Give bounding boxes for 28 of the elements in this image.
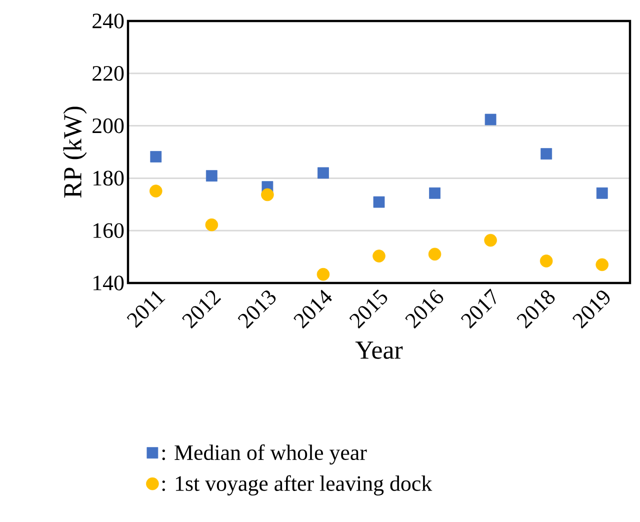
- point: [428, 248, 442, 261]
- point: [540, 148, 552, 160]
- point: [373, 196, 385, 208]
- x-axis-title: Year: [355, 342, 403, 359]
- point: [429, 187, 440, 199]
- point: [318, 167, 329, 179]
- point: [150, 151, 162, 162]
- y-axis-title: RP (kW): [63, 106, 87, 198]
- x-tick-label: 2011: [126, 291, 166, 328]
- point: [540, 254, 553, 268]
- legend-label: : Median of whole year: [162, 444, 367, 465]
- point: [261, 188, 274, 202]
- point: [206, 170, 218, 182]
- point: [484, 234, 497, 247]
- point: [149, 184, 162, 198]
- point: [205, 218, 218, 232]
- y-tick-label: 160: [94, 223, 124, 238]
- y-tick-label: 220: [92, 66, 124, 81]
- y-tick-label: 140: [94, 276, 124, 290]
- y-tick-label: 240: [92, 14, 124, 28]
- legend-label: : 1st voyage after leaving dock: [162, 475, 432, 496]
- y-tick-label: 200: [92, 118, 124, 134]
- point: [596, 258, 609, 272]
- point: [484, 114, 496, 126]
- point: [596, 187, 608, 199]
- y-tick-label: 180: [94, 170, 124, 186]
- point: [316, 268, 330, 281]
- point: [372, 250, 386, 262]
